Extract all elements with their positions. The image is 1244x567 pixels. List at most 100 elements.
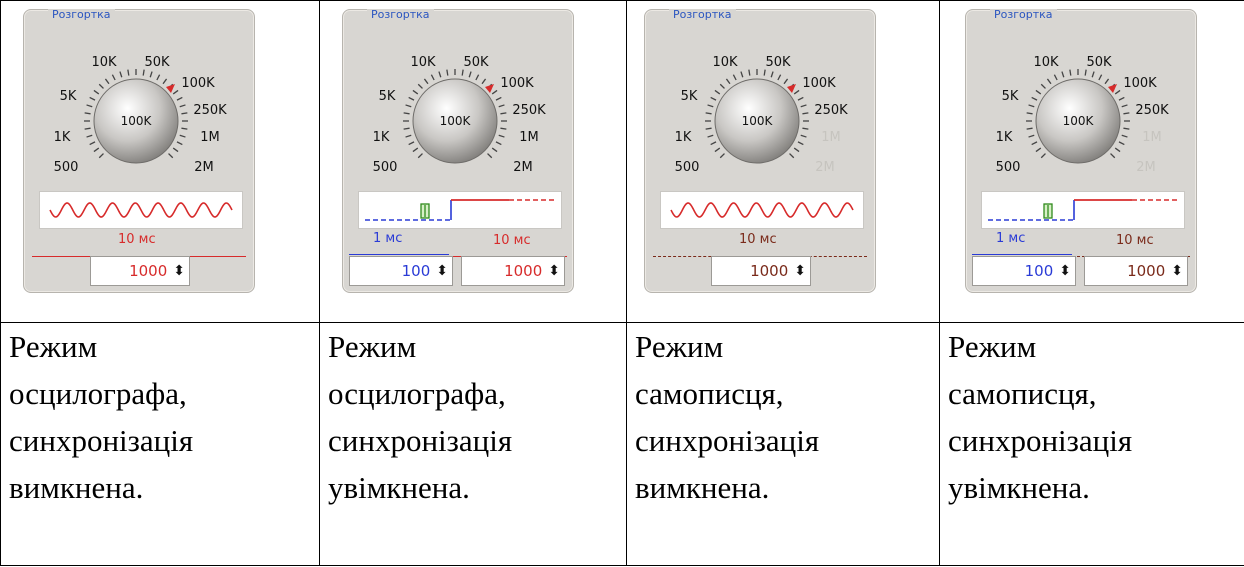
signal-preview bbox=[981, 191, 1185, 229]
dial-tick bbox=[793, 147, 800, 153]
knob-pointer-icon bbox=[166, 84, 175, 93]
dial-tick bbox=[1028, 134, 1035, 138]
dial-tick bbox=[127, 69, 130, 76]
dial-tick bbox=[740, 71, 744, 78]
knob[interactable] bbox=[412, 78, 498, 164]
sweep-duration-bar bbox=[32, 242, 246, 257]
dial-tick bbox=[1123, 112, 1130, 115]
dial-tick bbox=[181, 127, 188, 130]
dial-tick bbox=[86, 134, 93, 138]
knob[interactable] bbox=[93, 78, 179, 164]
dial-scale-label: 1M bbox=[200, 130, 220, 145]
dial-tick bbox=[461, 69, 464, 76]
dial-tick bbox=[481, 78, 487, 85]
dial-tick bbox=[156, 74, 161, 81]
stepper-value: 1000 bbox=[750, 262, 789, 280]
sweep-dial[interactable]: 100K 500 1K 5K 10K 50K 100K 250K 1M 2M bbox=[343, 14, 573, 184]
dial-scale-label: 100K bbox=[500, 76, 534, 91]
sweep-duration-bar bbox=[653, 242, 867, 257]
dial-tick bbox=[707, 134, 714, 138]
dial-scale-label: 500 bbox=[996, 160, 1021, 175]
knob[interactable] bbox=[714, 78, 800, 164]
dial-tick bbox=[719, 83, 725, 89]
caption-line: синхронізація bbox=[948, 423, 1133, 458]
dial-tick bbox=[491, 147, 498, 153]
dial-tick bbox=[491, 89, 498, 95]
dial-tick bbox=[1118, 96, 1125, 101]
dial-scale-label: 500 bbox=[54, 160, 79, 175]
dial-tick bbox=[423, 78, 429, 85]
sweep-value-stepper[interactable]: 1000 ⬍ bbox=[461, 256, 565, 286]
dial-tick bbox=[412, 89, 419, 95]
dial-tick bbox=[142, 69, 145, 76]
dial-tick bbox=[710, 96, 717, 101]
dial-tick bbox=[1104, 78, 1110, 85]
dial-scale-label: 50K bbox=[144, 55, 170, 70]
dial-tick bbox=[89, 141, 96, 146]
dial-tick bbox=[1053, 74, 1058, 81]
dial-tick bbox=[93, 147, 100, 153]
images-row: Розгортка 100K 500 1K 5K 10K 50K 100K 250K 1M 2M 10… bbox=[0, 0, 1244, 323]
dial-scale-label: 250K bbox=[814, 103, 848, 118]
stepper-value: 1000 bbox=[504, 262, 543, 280]
panel-cell-1: Розгортка 100K 500 1K 5K 10K 50K 100K 250K 1M 2M 10… bbox=[0, 0, 320, 323]
up-down-arrows-icon[interactable]: ⬍ bbox=[1171, 263, 1183, 279]
dial-tick bbox=[1110, 153, 1116, 159]
dial-tick bbox=[707, 104, 714, 108]
pretrigger-value-stepper[interactable]: 100 ⬍ bbox=[349, 256, 453, 286]
caption-line: синхронізація bbox=[635, 423, 820, 458]
dial-scale-label: 10K bbox=[410, 55, 436, 70]
dial-tick bbox=[172, 147, 179, 153]
dial-tick bbox=[417, 153, 423, 159]
caption-line: синхронізація bbox=[9, 423, 194, 458]
dial-tick bbox=[176, 96, 183, 101]
up-down-arrows-icon[interactable]: ⬍ bbox=[548, 263, 560, 279]
pretrigger-value-stepper[interactable]: 100 ⬍ bbox=[972, 256, 1076, 286]
caption-3: Режим самописця, синхронізація вимкнена. bbox=[627, 323, 939, 511]
sweep-panel: Розгортка 100K 500 1K 5K 10K 50K 100K 250K 1M 2M 1 … bbox=[965, 9, 1197, 293]
sweep-dial[interactable]: 100K 500 1K 5K 10K 50K 100K 250K 1M 2M bbox=[24, 14, 254, 184]
caption-line: вимкнена. bbox=[9, 470, 144, 505]
sweep-panel: Розгортка 100K 500 1K 5K 10K 50K 100K 250K 1M 2M 10… bbox=[23, 9, 255, 293]
dial-scale-label: 100K bbox=[1123, 76, 1157, 91]
caption-2: Режим осцилографа, синхронізація увімкне… bbox=[320, 323, 626, 511]
caption-cell-4: Режим самописця, синхронізація увімкнена… bbox=[939, 322, 1244, 566]
dial-scale-label: 250K bbox=[193, 103, 227, 118]
dial-scale-label: 1K bbox=[373, 130, 390, 145]
caption-1: Режим осцилографа, синхронізація вимкнен… bbox=[1, 323, 319, 511]
dial-tick bbox=[475, 74, 480, 81]
dial-tick bbox=[1040, 83, 1046, 89]
dial-tick bbox=[1035, 89, 1042, 95]
knob-center-label: 100K bbox=[742, 114, 774, 128]
knob-pointer-icon bbox=[485, 84, 494, 93]
dial-tick bbox=[783, 78, 789, 85]
up-down-arrows-icon[interactable]: ⬍ bbox=[173, 263, 185, 279]
dial-tick bbox=[89, 96, 96, 101]
dial-scale-label: 5K bbox=[1002, 89, 1019, 104]
knob[interactable] bbox=[1035, 78, 1121, 164]
sweep-value-stepper[interactable]: 1000 ⬍ bbox=[90, 256, 190, 286]
dial-tick bbox=[777, 74, 782, 81]
up-down-arrows-icon[interactable]: ⬍ bbox=[794, 263, 806, 279]
sweep-value-stepper[interactable]: 1000 ⬍ bbox=[1084, 256, 1188, 286]
dial-tick bbox=[438, 71, 442, 78]
sweep-value-stepper[interactable]: 1000 ⬍ bbox=[711, 256, 811, 286]
dial-tick bbox=[797, 141, 804, 146]
dial-scale-label: 500 bbox=[373, 160, 398, 175]
dial-tick bbox=[405, 104, 412, 108]
dial-scale-label: 50K bbox=[765, 55, 791, 70]
up-down-arrows-icon[interactable]: ⬍ bbox=[1059, 263, 1071, 279]
dial-scale-label: 50K bbox=[463, 55, 489, 70]
sweep-dial[interactable]: 100K 500 1K 5K 10K 50K 100K 250K 1M 2M bbox=[966, 14, 1196, 184]
dial-tick bbox=[495, 96, 502, 101]
up-down-arrows-icon[interactable]: ⬍ bbox=[436, 263, 448, 279]
sweep-dial[interactable]: 100K 500 1K 5K 10K 50K 100K 250K 1M 2M bbox=[645, 14, 875, 184]
knob-center-label: 100K bbox=[440, 114, 472, 128]
dial-tick bbox=[748, 69, 751, 76]
dial-scale-label: 2M bbox=[815, 160, 835, 175]
dial-tick bbox=[468, 71, 472, 78]
dial-tick bbox=[405, 134, 412, 138]
sync-step-graph bbox=[365, 199, 557, 221]
stepper-value: 100 bbox=[1024, 262, 1054, 280]
